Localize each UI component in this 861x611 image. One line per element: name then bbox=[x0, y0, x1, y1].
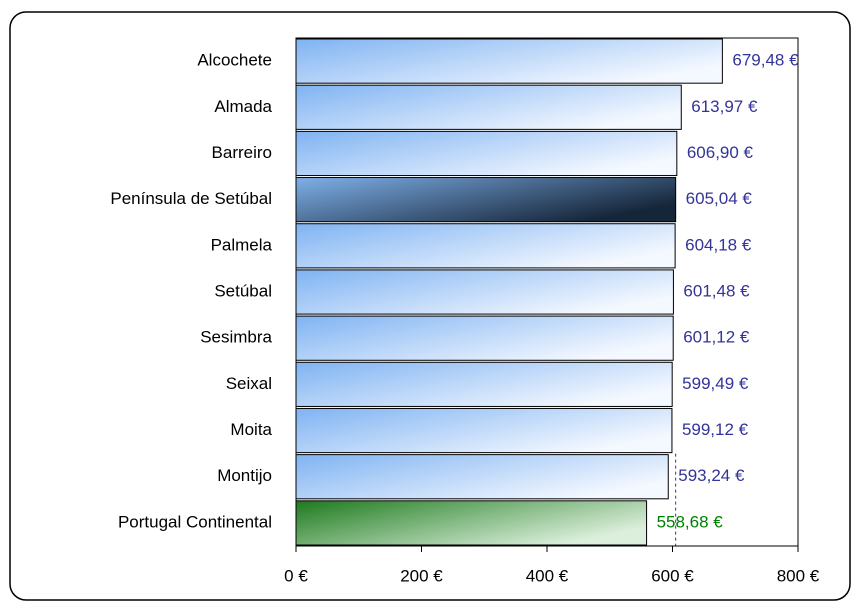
category-label: Alcochete bbox=[197, 51, 272, 70]
value-label: 599,49 € bbox=[682, 374, 749, 393]
value-label: 558,68 € bbox=[657, 512, 724, 531]
x-tick-label: 400 € bbox=[526, 566, 569, 585]
x-tick-label: 200 € bbox=[400, 566, 443, 585]
category-label: Península de Setúbal bbox=[110, 189, 272, 208]
bar bbox=[295, 38, 723, 84]
x-tick-label: 600 € bbox=[651, 566, 694, 585]
bar bbox=[295, 500, 648, 546]
category-label: Setúbal bbox=[214, 281, 272, 300]
category-label: Portugal Continental bbox=[118, 512, 272, 531]
value-label: 613,97 € bbox=[691, 97, 758, 116]
category-label: Sesimbra bbox=[200, 328, 272, 347]
bar bbox=[295, 315, 674, 361]
category-label: Seixal bbox=[226, 374, 272, 393]
bar bbox=[295, 454, 669, 500]
value-label: 601,12 € bbox=[683, 328, 750, 347]
bar bbox=[295, 361, 673, 407]
category-label: Moita bbox=[230, 420, 272, 439]
value-label: 606,90 € bbox=[687, 143, 754, 162]
category-label: Barreiro bbox=[212, 143, 272, 162]
bar bbox=[295, 223, 676, 269]
x-tick-label: 0 € bbox=[284, 566, 308, 585]
value-label: 599,12 € bbox=[682, 420, 749, 439]
category-label: Palmela bbox=[211, 235, 273, 254]
bar bbox=[295, 130, 678, 177]
value-label: 593,24 € bbox=[678, 466, 745, 485]
bar bbox=[295, 269, 674, 315]
value-label: 605,04 € bbox=[686, 189, 753, 208]
value-label: 601,48 € bbox=[683, 281, 750, 300]
bar bbox=[295, 177, 677, 223]
category-label: Almada bbox=[214, 97, 272, 116]
x-tick-label: 800 € bbox=[777, 566, 820, 585]
bar bbox=[295, 407, 673, 454]
value-label: 679,48 € bbox=[732, 51, 799, 70]
category-label: Montijo bbox=[217, 466, 272, 485]
value-label: 604,18 € bbox=[685, 235, 752, 254]
bar bbox=[295, 84, 682, 130]
